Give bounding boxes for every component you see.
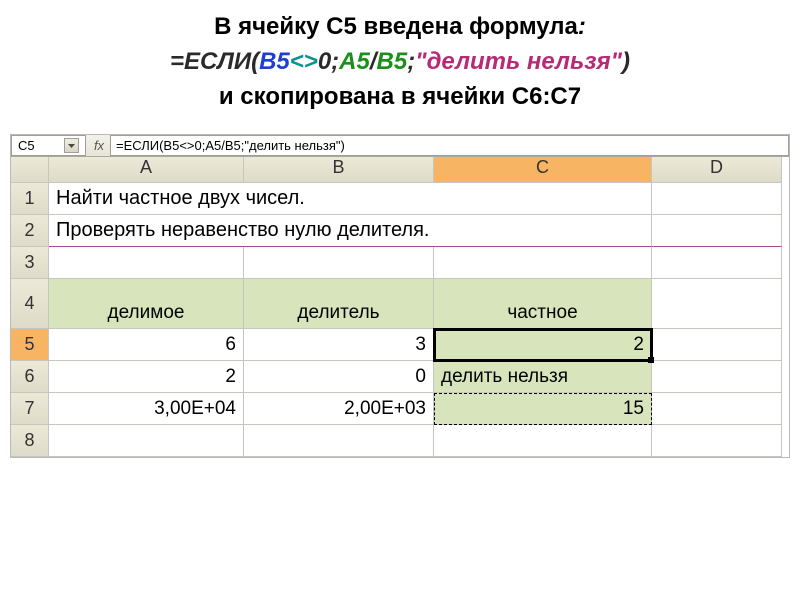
cell-C7[interactable]: 15 bbox=[434, 393, 652, 425]
f-open: ( bbox=[251, 48, 259, 75]
cell-C8[interactable] bbox=[434, 425, 652, 457]
f-sep1: ; bbox=[331, 48, 339, 75]
f-close: ) bbox=[622, 48, 630, 75]
cell-D1[interactable] bbox=[652, 183, 782, 215]
formula-bar: C5 fx =ЕСЛИ(B5<>0;A5/B5;"делить нельзя") bbox=[11, 135, 789, 157]
cell-B3[interactable] bbox=[244, 247, 434, 279]
title-line-2-formula: =ЕСЛИ(B5<>0;A5/B5;"делить нельзя") bbox=[20, 45, 780, 80]
f-ref1: B5 bbox=[259, 48, 290, 75]
title-text: В ячейку С5 введена формула bbox=[214, 13, 578, 40]
f-ref2: A5 bbox=[339, 48, 370, 75]
formula-input[interactable]: =ЕСЛИ(B5<>0;A5/B5;"делить нельзя") bbox=[110, 135, 789, 156]
col-header-A[interactable]: A bbox=[49, 157, 244, 183]
cell-C5-value: 2 bbox=[633, 334, 644, 356]
chevron-down-icon bbox=[68, 144, 75, 148]
cell-D8[interactable] bbox=[652, 425, 782, 457]
name-box[interactable]: C5 bbox=[11, 135, 86, 156]
grid: A B C D 1 Найти частное двух чисел. 2 Пр… bbox=[11, 157, 789, 457]
cell-C5-active[interactable]: 2 bbox=[434, 329, 652, 361]
f-str: "делить нельзя" bbox=[415, 48, 622, 75]
row-header-1[interactable]: 1 bbox=[11, 183, 49, 215]
cell-A4[interactable]: делимое bbox=[49, 279, 244, 329]
cell-A2[interactable]: Проверять неравенство нулю делителя. bbox=[49, 215, 652, 247]
title-line-3: и скопирована в ячейки С6:С7 bbox=[20, 80, 780, 115]
slide-header: В ячейку С5 введена формула: =ЕСЛИ(B5<>0… bbox=[0, 0, 800, 128]
cell-A5[interactable]: 6 bbox=[49, 329, 244, 361]
col-header-D[interactable]: D bbox=[652, 157, 782, 183]
cell-B6[interactable]: 0 bbox=[244, 361, 434, 393]
cell-C3[interactable] bbox=[434, 247, 652, 279]
f-zero: 0 bbox=[318, 48, 331, 75]
name-box-value: C5 bbox=[18, 138, 35, 153]
fx-button[interactable]: fx bbox=[88, 138, 110, 153]
cell-A7[interactable]: 3,00E+04 bbox=[49, 393, 244, 425]
col-header-C[interactable]: C bbox=[434, 157, 652, 183]
title-colon: : bbox=[578, 13, 586, 40]
cell-C6[interactable]: делить нельзя bbox=[434, 361, 652, 393]
cell-D6[interactable] bbox=[652, 361, 782, 393]
f-ref3: B5 bbox=[377, 48, 408, 75]
cell-D7[interactable] bbox=[652, 393, 782, 425]
f-div: / bbox=[370, 48, 377, 75]
cell-D3[interactable] bbox=[652, 247, 782, 279]
title-line-1: В ячейку С5 введена формула: bbox=[20, 10, 780, 45]
cell-A1[interactable]: Найти частное двух чисел. bbox=[49, 183, 652, 215]
cell-D5[interactable] bbox=[652, 329, 782, 361]
cell-B8[interactable] bbox=[244, 425, 434, 457]
formula-text: =ЕСЛИ(B5<>0;A5/B5;"делить нельзя") bbox=[116, 138, 345, 153]
select-all-corner[interactable] bbox=[11, 157, 49, 183]
cell-B4[interactable]: делитель bbox=[244, 279, 434, 329]
cell-A3[interactable] bbox=[49, 247, 244, 279]
cell-B5[interactable]: 3 bbox=[244, 329, 434, 361]
row-header-4[interactable]: 4 bbox=[11, 279, 49, 329]
cell-C4[interactable]: частное bbox=[434, 279, 652, 329]
row-header-5[interactable]: 5 bbox=[11, 329, 49, 361]
name-box-dropdown[interactable] bbox=[64, 138, 79, 153]
f-eq: = bbox=[170, 48, 184, 75]
cell-D4[interactable] bbox=[652, 279, 782, 329]
f-fn: ЕСЛИ bbox=[184, 48, 251, 75]
cell-A6[interactable]: 2 bbox=[49, 361, 244, 393]
row-header-3[interactable]: 3 bbox=[11, 247, 49, 279]
cell-D2[interactable] bbox=[652, 215, 782, 247]
fill-handle[interactable] bbox=[648, 357, 654, 363]
row-header-6[interactable]: 6 bbox=[11, 361, 49, 393]
cell-A8[interactable] bbox=[49, 425, 244, 457]
row-header-8[interactable]: 8 bbox=[11, 425, 49, 457]
f-op: <> bbox=[290, 48, 318, 75]
col-header-B[interactable]: B bbox=[244, 157, 434, 183]
spreadsheet: C5 fx =ЕСЛИ(B5<>0;A5/B5;"делить нельзя")… bbox=[10, 134, 790, 458]
row-header-7[interactable]: 7 bbox=[11, 393, 49, 425]
row-header-2[interactable]: 2 bbox=[11, 215, 49, 247]
cell-B7[interactable]: 2,00E+03 bbox=[244, 393, 434, 425]
